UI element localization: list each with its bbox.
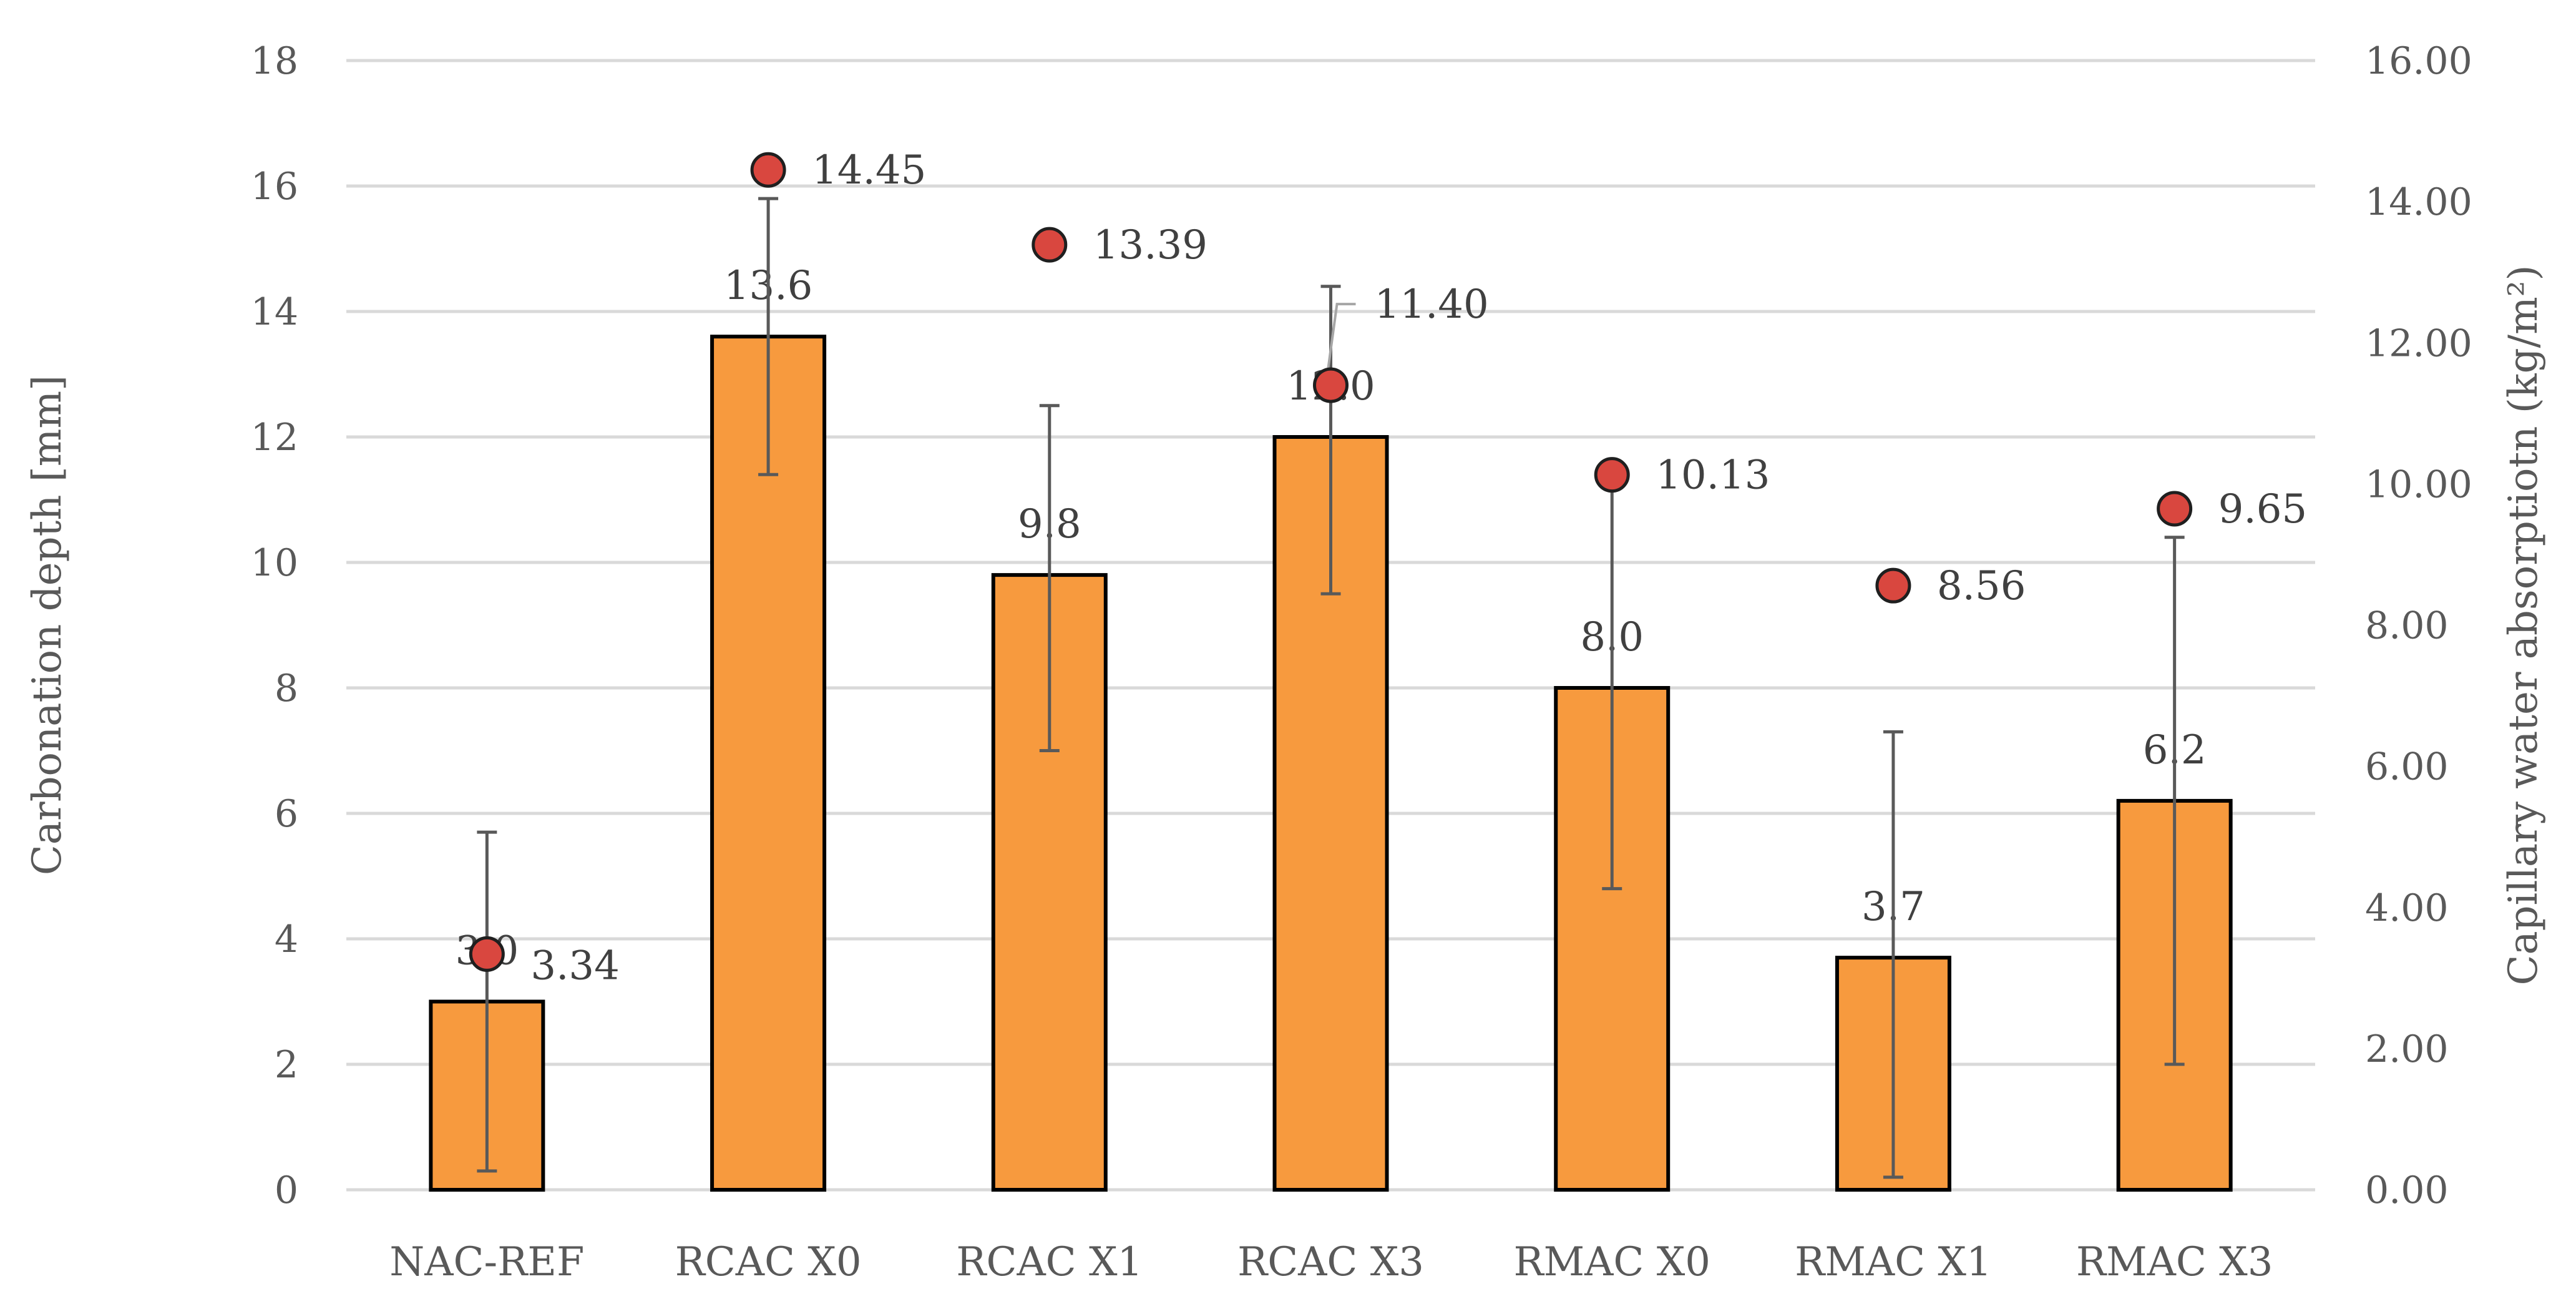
y-tick-label: 0 bbox=[275, 1169, 298, 1212]
x-tick-label: RCAC X1 bbox=[956, 1239, 1143, 1285]
data-point bbox=[1875, 567, 1911, 604]
y-tick-label: 6 bbox=[275, 792, 298, 836]
y2-tick-label: 12.00 bbox=[2365, 321, 2472, 365]
y-tick-label: 16 bbox=[251, 165, 298, 208]
y2-tick-label: 16.00 bbox=[2365, 39, 2472, 83]
data-point bbox=[1313, 367, 1349, 403]
bar bbox=[991, 573, 1108, 1192]
point-value-label: 11.40 bbox=[1375, 282, 1489, 328]
data-point bbox=[750, 152, 786, 188]
x-tick-label: RMAC X1 bbox=[1795, 1239, 1992, 1285]
y-tick-label: 18 bbox=[251, 39, 298, 83]
point-label-leader bbox=[1327, 303, 1356, 368]
y-tick-label: 8 bbox=[275, 667, 298, 710]
x-tick-label: RMAC X3 bbox=[2076, 1239, 2273, 1285]
x-tick-label: NAC-REF bbox=[389, 1239, 584, 1285]
y-tick-label: 2 bbox=[275, 1043, 298, 1087]
y2-tick-label: 14.00 bbox=[2365, 180, 2472, 224]
point-value-label: 8.56 bbox=[1937, 563, 2026, 609]
y2-tick-label: 10.00 bbox=[2365, 463, 2472, 506]
y2-axis-title: Capillary water absorptiotn (kg/m²) bbox=[2500, 265, 2547, 986]
x-tick-label: RMAC X0 bbox=[1513, 1239, 1710, 1285]
point-value-label: 10.13 bbox=[1656, 453, 1770, 499]
y-tick-label: 4 bbox=[275, 918, 298, 961]
y2-tick-label: 6.00 bbox=[2365, 745, 2449, 789]
y-tick-label: 14 bbox=[251, 290, 298, 334]
data-point bbox=[469, 936, 505, 972]
x-tick-label: RCAC X0 bbox=[675, 1239, 862, 1285]
y-axis-title: Carbonation depth [mm] bbox=[24, 375, 71, 875]
y2-tick-label: 8.00 bbox=[2365, 604, 2449, 648]
y2-tick-label: 2.00 bbox=[2365, 1027, 2449, 1071]
y-tick-label: 10 bbox=[251, 541, 298, 585]
x-tick-label: RCAC X3 bbox=[1237, 1239, 1424, 1285]
y2-tick-label: 0.00 bbox=[2365, 1169, 2449, 1212]
data-point bbox=[2157, 491, 2193, 527]
bar bbox=[710, 335, 827, 1192]
point-value-label: 3.34 bbox=[530, 943, 620, 989]
data-point bbox=[1594, 457, 1630, 493]
point-value-label: 13.39 bbox=[1093, 222, 1208, 268]
data-point bbox=[1032, 227, 1068, 263]
y2-tick-label: 4.00 bbox=[2365, 886, 2449, 930]
point-value-label: 9.65 bbox=[2218, 486, 2308, 532]
point-value-label: 14.45 bbox=[812, 147, 926, 194]
y-tick-label: 12 bbox=[251, 416, 298, 459]
